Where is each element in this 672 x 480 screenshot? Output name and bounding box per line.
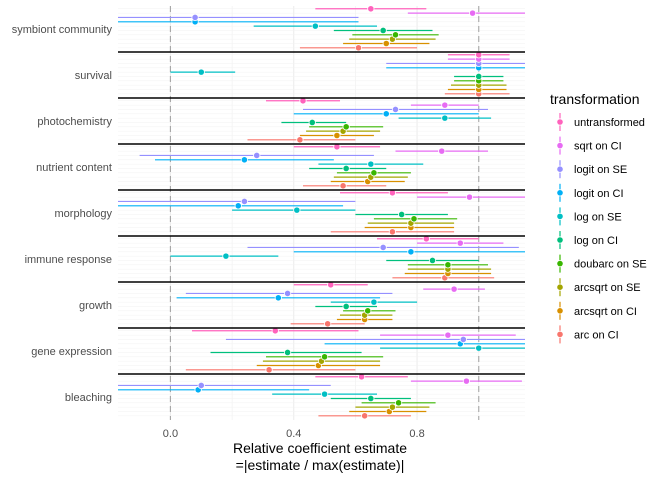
- point-nutrient-content-doubarc-on-se: [240, 156, 249, 164]
- legend: transformation untransformed sqrt on CI lo…: [550, 91, 647, 344]
- point-nutrient-content-untransformed: [339, 182, 347, 190]
- point-growth-log-on-ci: [370, 298, 378, 306]
- point-morphology-log-on-se: [398, 210, 406, 219]
- point-gene-expression-arcsqrt-on-ci: [444, 331, 452, 339]
- point-nutrient-content-log-on-ci: [367, 160, 375, 168]
- point-photochemistry-log-on-se: [308, 118, 316, 127]
- y-tick-label: nutrient content: [36, 162, 112, 174]
- point-immune-response-doubarc-on-se: [407, 248, 415, 256]
- x-tick-label: 0.0: [163, 428, 178, 440]
- point-immune-response-logit-on-ci: [444, 261, 452, 269]
- legend-key-dot: [556, 165, 564, 173]
- point-gene-expression-logit-on-ci: [320, 353, 329, 361]
- point-gene-expression-log-on-se: [283, 348, 292, 357]
- point-morphology-untransformed: [388, 228, 397, 236]
- y-tick-label: gene expression: [31, 346, 112, 358]
- legend-entry-untransformed: untransformed: [574, 117, 645, 129]
- point-morphology-arcsqrt-on-ci: [465, 193, 474, 201]
- y-tick-label: morphology: [55, 208, 113, 220]
- point-nutrient-content-logit-on-ci: [370, 169, 378, 177]
- point-photochemistry-doubarc-on-se: [382, 110, 390, 118]
- point-morphology-doubarc-on-se: [234, 202, 242, 210]
- point-bleaching-logit-on-se: [388, 403, 397, 411]
- point-symbiont-community-arcsqrt-on-se: [191, 13, 199, 22]
- point-growth-logit-on-ci: [364, 307, 372, 315]
- legend-title: transformation: [550, 91, 639, 107]
- point-estimates: [191, 5, 483, 420]
- y-tick-label: symbiont community: [12, 24, 113, 36]
- category-separators: [118, 51, 525, 375]
- legend-entry-logit-on-se: logit on SE: [574, 164, 627, 176]
- legend-key-dot: [556, 212, 564, 220]
- legend-key-dot: [556, 118, 564, 126]
- x-axis-tick-labels: 0.0 0.4 0.8: [163, 428, 425, 440]
- point-bleaching-log-on-se: [367, 394, 375, 403]
- x-axis-label-line1: Relative coefficient estimate: [233, 440, 407, 456]
- point-morphology-arcsqrt-on-se: [240, 197, 249, 206]
- point-symbiont-community-untransformed: [354, 44, 363, 52]
- point-bleaching-log-on-ci: [320, 390, 329, 398]
- point-symbiont-community-sqrt-on-ci: [382, 39, 390, 48]
- point-growth-arcsqrt-on-ci: [450, 285, 458, 293]
- point-symbiont-community-log-on-se: [379, 26, 387, 35]
- point-photochemistry-log-on-ci: [441, 114, 449, 122]
- point-bleaching-untransformed: [361, 412, 369, 420]
- legend-key-dot: [556, 236, 564, 244]
- point-immune-response-log-on-se: [428, 256, 437, 265]
- point-survival-log-on-ci: [197, 68, 205, 76]
- point-survival-log-on-se: [475, 72, 483, 81]
- point-bleaching-arcsqrt-on-ci: [462, 377, 471, 385]
- legend-key-dot: [556, 283, 564, 291]
- point-bleaching-logit-on-ci: [394, 399, 403, 407]
- legend-key-dot: [556, 142, 564, 150]
- point-photochemistry-logit-on-ci: [342, 123, 350, 131]
- point-gene-expression-arcsqrt-on-se: [459, 335, 467, 344]
- legend-key-dot: [556, 330, 564, 338]
- point-nutrient-content-log-on-se: [342, 164, 350, 173]
- legend-entry-logit-on-ci: logit on CI: [574, 188, 624, 200]
- point-growth-untransformed: [324, 320, 332, 328]
- point-symbiont-community-arcsqrt-on-ci: [468, 9, 477, 17]
- point-photochemistry-arcsqrt-on-se: [391, 105, 400, 114]
- point-photochemistry-untransformed: [296, 136, 304, 144]
- point-growth-log-on-se: [342, 302, 350, 311]
- legend-entry-log-on-ci: log on CI: [574, 235, 618, 247]
- y-tick-label: photochemistry: [37, 116, 112, 128]
- y-axis-tick-labels: symbiont community survival photochemistry…: [12, 24, 113, 404]
- point-nutrient-content-arcsqrt-on-ci: [438, 147, 446, 155]
- legend-entry-arc-on-ci: arc on CI: [574, 329, 619, 341]
- y-tick-label: survival: [75, 70, 112, 82]
- x-axis-label-line2: =|estimate / max(estimate)|: [236, 457, 405, 473]
- point-gene-expression-untransformed: [265, 366, 273, 374]
- legend-key-dot: [556, 189, 564, 197]
- point-immune-response-arcsqrt-on-se: [379, 243, 387, 252]
- point-gene-expression-log-on-ci: [475, 344, 483, 352]
- x-tick-label: 0.8: [409, 428, 424, 440]
- point-bleaching-arcsqrt-on-se: [197, 381, 205, 390]
- point-photochemistry-sqrt-on-ci: [333, 131, 341, 140]
- legend-key-dot: [556, 259, 564, 268]
- point-photochemistry-arcsqrt-on-ci: [441, 101, 449, 109]
- legend-entry-arcsqrt-on-se: arcsqrt on SE: [574, 282, 641, 294]
- point-symbiont-community-arc-on-ci: [367, 5, 375, 13]
- point-growth-arcsqrt-on-se: [283, 289, 292, 298]
- y-tick-label: bleaching: [65, 392, 112, 404]
- point-morphology-log-on-ci: [293, 206, 301, 214]
- legend-entry-arcsqrt-on-ci: arcsqrt on CI: [574, 306, 637, 318]
- y-tick-label: immune response: [25, 254, 112, 266]
- legend-entry-sqrt-on-ci: sqrt on CI: [574, 141, 622, 153]
- point-symbiont-community-log-on-ci: [311, 22, 319, 30]
- point-immune-response-arcsqrt-on-ci: [456, 239, 464, 247]
- point-symbiont-community-logit-on-ci: [391, 31, 400, 39]
- y-tick-label: growth: [79, 300, 112, 312]
- point-growth-doubarc-on-se: [274, 294, 282, 302]
- legend-entry-doubarc-on-se: doubarc on SE: [574, 259, 647, 271]
- x-tick-label: 0.4: [286, 428, 301, 440]
- point-immune-response-log-on-ci: [222, 252, 230, 260]
- legend-key-dot: [556, 307, 564, 315]
- point-morphology-logit-on-ci: [410, 215, 418, 223]
- legend-entry-log-on-se: log on SE: [574, 211, 622, 223]
- point-nutrient-content-arcsqrt-on-se: [253, 151, 261, 160]
